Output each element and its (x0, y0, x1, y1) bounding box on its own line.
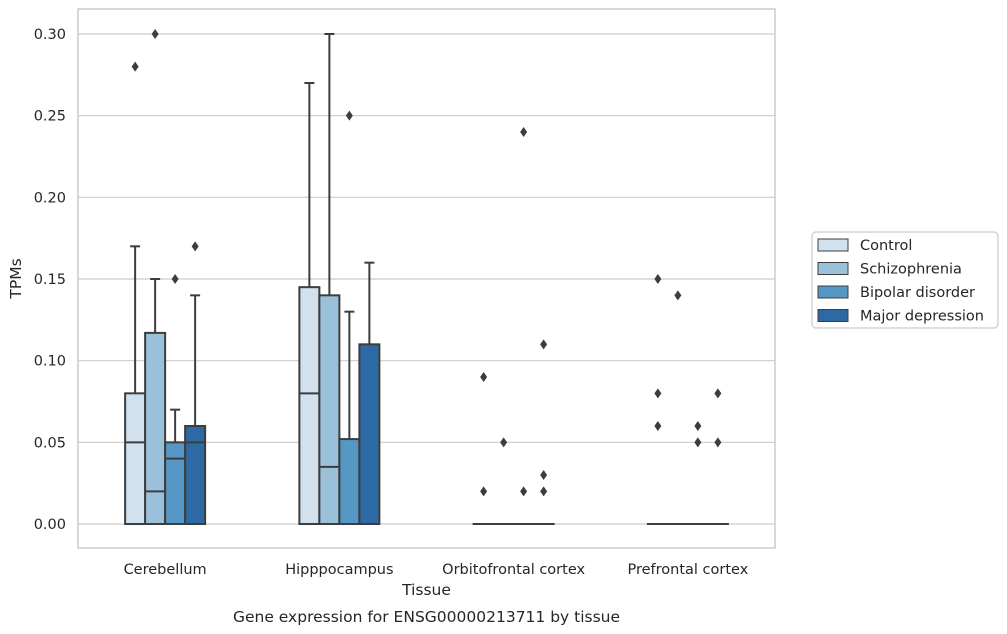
outlier-point (480, 486, 488, 497)
box (144, 29, 167, 525)
outlier-point (520, 486, 528, 497)
outlier-point (674, 290, 682, 301)
legend-swatch (817, 262, 849, 275)
outlier-point (540, 339, 548, 350)
box-group (124, 29, 207, 526)
outlier-point (520, 127, 528, 137)
box-body (144, 331, 167, 525)
legend-label: Control (860, 238, 912, 254)
x-axis-label: Tissue (401, 581, 451, 599)
legend-item: Major depression (817, 309, 984, 325)
outlier-point (540, 470, 548, 480)
legend-label: Major depression (860, 309, 984, 325)
box-body (124, 392, 147, 526)
legend-swatch (817, 309, 849, 322)
x-tick-label: Cerebellum (124, 562, 207, 578)
outlier-point (694, 421, 702, 431)
outlier-point (480, 372, 488, 382)
box (646, 274, 669, 526)
outlier-point (500, 437, 508, 448)
box (666, 290, 689, 526)
x-tick-label: Prefrontal cortex (627, 562, 748, 578)
box (358, 261, 381, 526)
legend-item: Bipolar disorder (817, 285, 975, 301)
outlier-point (540, 486, 548, 497)
box-body (184, 425, 207, 525)
box (512, 127, 535, 526)
box (338, 110, 361, 526)
outlier-point (654, 388, 662, 399)
legend-item: Schizophrenia (817, 262, 962, 278)
y-tick-label: 0.10 (34, 354, 66, 370)
outlier-point (191, 241, 199, 252)
box (298, 82, 321, 525)
legend-swatch (817, 285, 849, 299)
outlier-point (171, 274, 179, 284)
y-tick-label: 0.30 (34, 27, 66, 43)
box (532, 339, 555, 526)
x-axis-ticks: Cerebellum Hipppocampus Orbitofrontal cort… (124, 562, 749, 578)
y-axis-label: TPMs (7, 258, 25, 299)
box-group (646, 274, 729, 526)
outlier-point (151, 29, 159, 39)
y-tick-label: 0.25 (34, 109, 66, 125)
box (124, 61, 147, 526)
legend-item: Control (817, 238, 912, 254)
legend-label: Schizophrenia (860, 262, 962, 278)
legend-frame (811, 231, 999, 329)
box-groups (124, 29, 729, 526)
y-tick-label: 0.15 (34, 272, 66, 288)
box (706, 388, 729, 526)
outlier-point (714, 388, 722, 399)
box (318, 33, 341, 526)
outlier-point (654, 274, 662, 284)
chart-caption: Gene expression for ENSG00000213711 by t… (233, 608, 620, 626)
box-body (164, 441, 187, 526)
outlier-point (654, 421, 662, 431)
plot-area-frame (77, 8, 776, 549)
legend-label: Bipolar disorder (860, 285, 975, 301)
box-body (298, 286, 321, 525)
box-body (338, 438, 361, 526)
x-tick-label: Hipppocampus (285, 562, 393, 578)
y-tick-label: 0.00 (34, 517, 66, 533)
outlier-point (131, 61, 139, 72)
box-group (472, 127, 555, 526)
box-body (318, 294, 341, 526)
box (184, 241, 207, 525)
x-tick-label: Orbitofrontal cortex (442, 562, 585, 578)
y-axis-ticks: 0.00 0.05 0.10 0.15 0.20 0.25 0.30 (34, 27, 66, 533)
box-body (358, 343, 381, 526)
outlier-point (345, 110, 353, 121)
outlier-point (714, 437, 722, 448)
y-tick-label: 0.05 (34, 435, 66, 451)
box (686, 421, 709, 526)
box (164, 274, 187, 526)
box-group (298, 33, 381, 526)
y-tick-label: 0.20 (34, 190, 66, 206)
box (492, 437, 515, 526)
legend-swatch (817, 238, 849, 252)
legend: Control Schizophrenia Bipolar disorder Majo… (811, 231, 999, 329)
box (472, 372, 495, 526)
outlier-point (694, 437, 702, 448)
